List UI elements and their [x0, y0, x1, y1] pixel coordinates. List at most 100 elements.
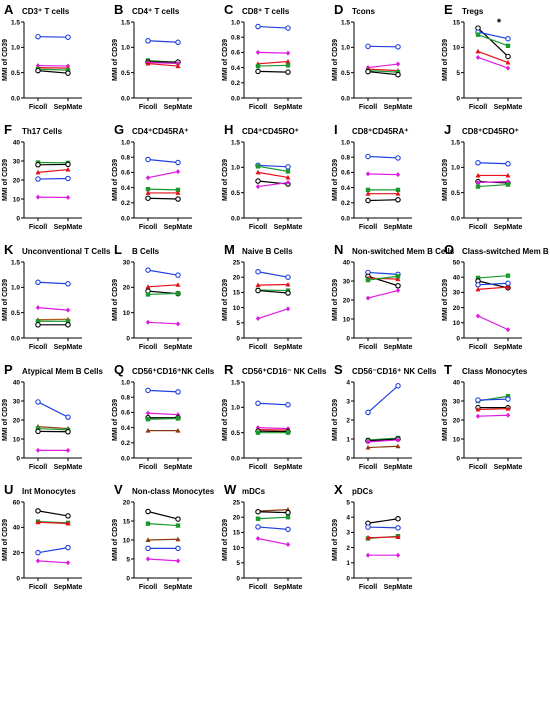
y-tick-label: 40	[453, 275, 461, 282]
data-point	[255, 430, 261, 435]
y-tick-label: 1.0	[121, 139, 130, 146]
data-point	[365, 68, 371, 75]
panel-q: Q CD56⁺CD16⁺NK Cells 0.0 0.2 0.4 0.6 0.8 1.0 MMI…	[112, 362, 215, 471]
data-point	[285, 430, 291, 435]
x-tick-label: Ficoll	[469, 104, 487, 111]
series-red	[145, 60, 181, 69]
x-tick-label: SepMate	[494, 104, 523, 111]
series-line	[37, 307, 69, 311]
panel-letter: S	[334, 362, 343, 377]
y-tick-label: 40	[13, 525, 21, 532]
y-tick-label: 0	[16, 575, 20, 582]
data-point	[255, 400, 261, 407]
series-blue	[475, 280, 511, 288]
data-point	[175, 196, 181, 202]
y-tick-label: 0.0	[121, 215, 130, 222]
series-line	[367, 275, 399, 281]
series-blue	[255, 268, 291, 280]
series-line	[257, 271, 289, 278]
data-point	[175, 39, 181, 46]
y-tick-label: 20	[453, 305, 461, 312]
data-point	[475, 48, 481, 54]
y-tick-label: 1.0	[451, 165, 460, 172]
panel-title: CD8⁺CD45RO⁺	[462, 127, 519, 136]
y-tick-label: 0.0	[451, 215, 460, 222]
y-tick-label: 30	[453, 398, 461, 405]
data-point	[255, 68, 261, 75]
data-point	[475, 32, 481, 37]
y-tick-label: 1.5	[11, 259, 20, 266]
y-axis-title: MMI of CD39	[112, 39, 119, 81]
y-tick-label: 0.4	[231, 65, 240, 72]
y-tick-label: 0.5	[121, 70, 130, 77]
data-point	[35, 279, 41, 286]
y-axis-title: MMI of CD39	[2, 519, 9, 561]
series-line	[477, 34, 509, 47]
x-tick-label: SepMate	[384, 224, 413, 231]
panel-p: P Atypical Mem B Cells 0 10 20 30 40 MMI of CD3…	[2, 362, 103, 471]
series-line	[147, 158, 179, 164]
y-tick-label: 30	[13, 398, 21, 405]
data-point	[175, 190, 181, 195]
y-tick-label: 0.0	[121, 95, 130, 102]
series-line	[37, 560, 69, 564]
x-tick-label: SepMate	[494, 224, 523, 231]
panel-h: H CD4⁺CD45RO⁺ 0.0 0.5 1.0 1.5 MMI of CD39 Ficol…	[222, 122, 302, 231]
y-tick-label: 4	[346, 515, 350, 522]
series-red	[365, 534, 401, 540]
data-point	[365, 153, 371, 160]
y-tick-label: 0.0	[121, 455, 130, 462]
data-point	[505, 43, 511, 49]
series-blue	[145, 387, 181, 395]
panel-title: Int Monocytes	[22, 487, 76, 496]
y-tick-label: 1.5	[451, 139, 460, 146]
data-point	[365, 439, 371, 445]
series-blue	[255, 162, 291, 170]
y-tick-label: 0.5	[11, 310, 20, 317]
data-point	[475, 286, 481, 292]
y-tick-label: 0.0	[341, 215, 350, 222]
data-point	[35, 67, 41, 74]
data-point	[255, 282, 261, 288]
series-green	[365, 274, 401, 283]
panel-v: V Non-class Monocytes 0 5 10 15 20 MMI of CD39 F…	[112, 482, 215, 591]
series-line	[37, 281, 69, 285]
y-axis-title: MMI of CD39	[222, 279, 229, 321]
y-tick-label: 5	[236, 560, 240, 567]
series-magenta	[35, 447, 71, 453]
series-green	[255, 63, 291, 69]
y-tick-label: 40	[343, 259, 351, 266]
data-point	[285, 25, 291, 31]
data-point	[65, 322, 71, 328]
data-point	[505, 284, 511, 290]
panel-title: CD4⁺CD45RO⁺	[242, 127, 299, 136]
series-green	[145, 186, 181, 193]
panel-o: O Class-switched Mem B Cells 0 10 20 30 40 50 MM…	[442, 242, 550, 351]
panel-e: E Tregs 0 5 10 15 MMI of CD39 Ficoll SepMate *	[442, 2, 522, 111]
y-tick-label: 0.6	[121, 410, 130, 417]
y-axis-title: MMI of CD39	[222, 399, 229, 441]
data-point	[175, 159, 181, 166]
panel-title: CD56⁺CD16⁻ NK Cells	[242, 367, 327, 376]
data-point	[145, 186, 151, 192]
data-point	[35, 399, 41, 405]
y-tick-label: 1.5	[121, 19, 130, 26]
data-point	[395, 383, 401, 389]
y-tick-label: 1.0	[341, 139, 350, 146]
y-tick-label: 0.2	[121, 200, 130, 207]
series-line	[257, 509, 289, 512]
series-blue	[365, 153, 401, 161]
y-tick-label: 0.0	[231, 215, 240, 222]
data-point	[255, 316, 261, 322]
x-tick-label: SepMate	[494, 344, 523, 351]
data-point	[475, 172, 481, 178]
series-line	[37, 318, 69, 321]
series-red	[255, 58, 291, 66]
series-green	[475, 32, 511, 49]
panel-b: B CD4⁺ T cells 0.0 0.5 1.0 1.5 MMI of CD39 Fico…	[112, 2, 192, 111]
data-point	[475, 275, 481, 281]
data-point	[395, 187, 401, 193]
panel-title: mDCs	[242, 487, 266, 496]
data-point	[505, 161, 511, 167]
series-line	[37, 521, 69, 524]
